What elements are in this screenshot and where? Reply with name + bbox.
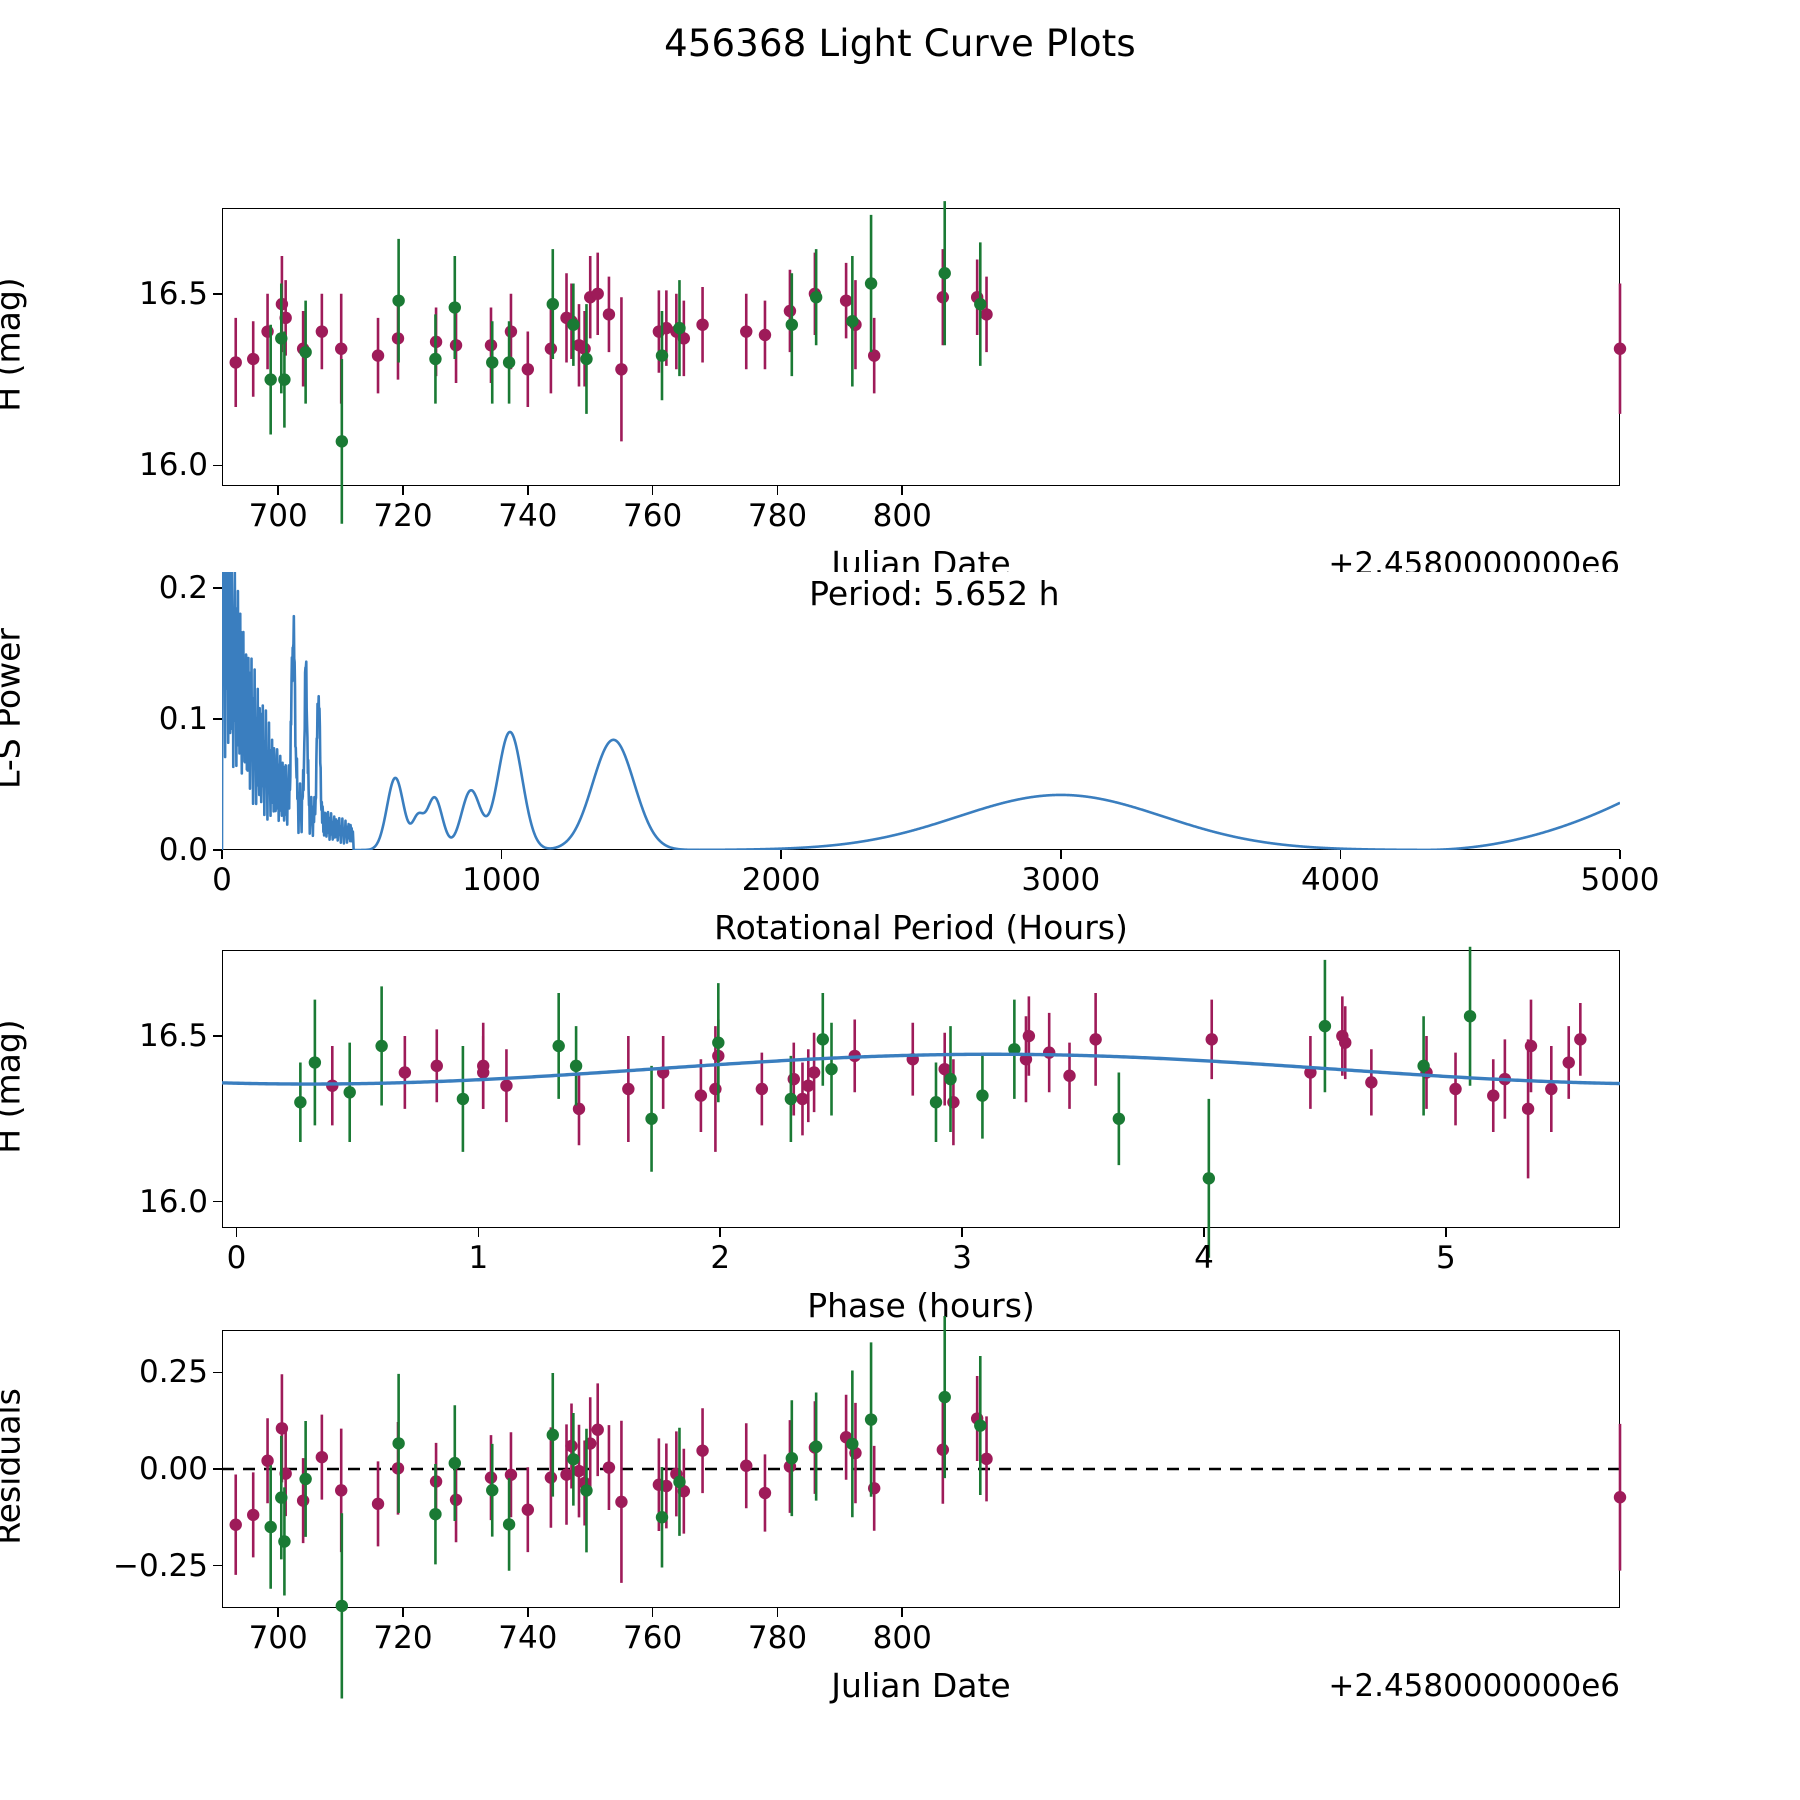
x-tick-label: 740	[498, 498, 558, 534]
x-tick-label: 5	[1435, 1240, 1456, 1276]
x-tick-label: 4	[1194, 1240, 1214, 1276]
x-tick-label: 720	[373, 498, 433, 534]
x-tickmark	[776, 1608, 779, 1617]
x-tick-label: 1000	[462, 862, 542, 898]
axis-label-x-periodogram: Rotational Period (Hours)	[714, 908, 1128, 947]
x-tickmark	[780, 850, 782, 859]
x-tick-label: 1	[468, 1240, 489, 1276]
period-annotation: Period: 5.652 h	[809, 574, 1060, 613]
y-tick-label: 0.0	[158, 832, 208, 868]
y-tickmark	[213, 1200, 222, 1203]
x-tickmark	[901, 1608, 904, 1617]
x-tick-label: 720	[373, 1620, 433, 1656]
axis-offset-residuals: +2.4580000000e6	[1328, 1668, 1620, 1704]
x-tickmark	[1445, 1228, 1447, 1237]
page-title: 456368 Light Curve Plots	[664, 22, 1136, 65]
x-tick-label: 3000	[1021, 862, 1101, 898]
x-tick-label: 780	[747, 1620, 808, 1656]
y-tickmark	[213, 718, 222, 720]
x-tickmark	[1203, 1228, 1205, 1237]
y-tick-label: 0.2	[158, 569, 208, 606]
x-tickmark	[277, 1608, 279, 1617]
x-tickmark	[527, 1608, 529, 1617]
x-tickmark	[1339, 850, 1342, 859]
x-tickmark	[500, 850, 503, 859]
x-tickmark	[776, 486, 779, 495]
x-tickmark	[1619, 850, 1621, 859]
x-tickmark	[1060, 850, 1062, 859]
sinusoidal-fit-line	[221, 1052, 1621, 1086]
x-tickmark	[235, 1228, 238, 1237]
residual-series-series_a	[229, 1374, 1627, 1583]
x-tickmark	[527, 486, 529, 495]
axis-label-x-phase-folded: Phase (hours)	[807, 1286, 1035, 1325]
x-tickmark	[901, 486, 904, 495]
x-tick-label: 760	[623, 498, 683, 534]
x-tick-label: 2000	[741, 862, 821, 898]
y-tickmark	[213, 849, 222, 851]
x-tick-label: 700	[248, 498, 308, 534]
x-tick-label: 800	[872, 1620, 932, 1656]
x-tick-label: 780	[747, 498, 808, 534]
x-tick-label: 2	[710, 1240, 731, 1276]
periodogram-line	[222, 572, 1620, 850]
x-tick-label: 0	[226, 1240, 247, 1276]
y-tick-label: 0.25	[138, 1354, 208, 1391]
x-tickmark	[719, 1228, 722, 1237]
y-tickmark	[213, 293, 222, 295]
y-tick-label: 16.5	[138, 275, 208, 312]
x-tickmark	[277, 486, 279, 495]
x-tick-label: 4000	[1300, 862, 1380, 898]
axis-label-x-residuals: Julian Date	[831, 1666, 1011, 1705]
y-tick-label: −0.25	[113, 1547, 208, 1584]
y-tickmark	[213, 1035, 222, 1037]
axes-phase-folded	[222, 950, 1620, 1228]
y-tick-label: 0.00	[138, 1451, 208, 1487]
residual-series-series_b	[264, 1315, 987, 1699]
y-tickmark	[213, 464, 222, 467]
series-series_b	[264, 201, 987, 524]
y-tick-label: 0.1	[158, 700, 208, 737]
x-tickmark	[961, 1228, 963, 1237]
x-tick-label: 800	[872, 498, 932, 534]
x-tickmark	[651, 1608, 654, 1617]
x-tick-label: 5000	[1580, 862, 1660, 898]
x-tick-label: 3	[952, 1240, 972, 1276]
phase-series-series_b	[294, 946, 1477, 1258]
y-tickmark	[213, 1371, 222, 1374]
axes-periodogram	[222, 572, 1620, 850]
y-tick-label: 16.0	[138, 447, 208, 484]
y-tick-label: 16.0	[138, 1183, 208, 1220]
x-tick-label: 760	[623, 1620, 683, 1656]
x-tick-label: 740	[498, 1620, 558, 1656]
y-tickmark	[213, 1468, 222, 1470]
x-tickmark	[402, 1608, 404, 1617]
x-tick-label: 0	[212, 862, 232, 898]
x-tickmark	[402, 486, 404, 495]
x-tickmark	[221, 850, 223, 859]
x-tickmark	[651, 486, 654, 495]
x-tickmark	[477, 1228, 480, 1237]
x-tick-label: 700	[248, 1620, 308, 1656]
y-tick-label: 16.5	[138, 1018, 208, 1055]
y-tickmark	[213, 586, 222, 589]
y-tickmark	[213, 1564, 222, 1567]
